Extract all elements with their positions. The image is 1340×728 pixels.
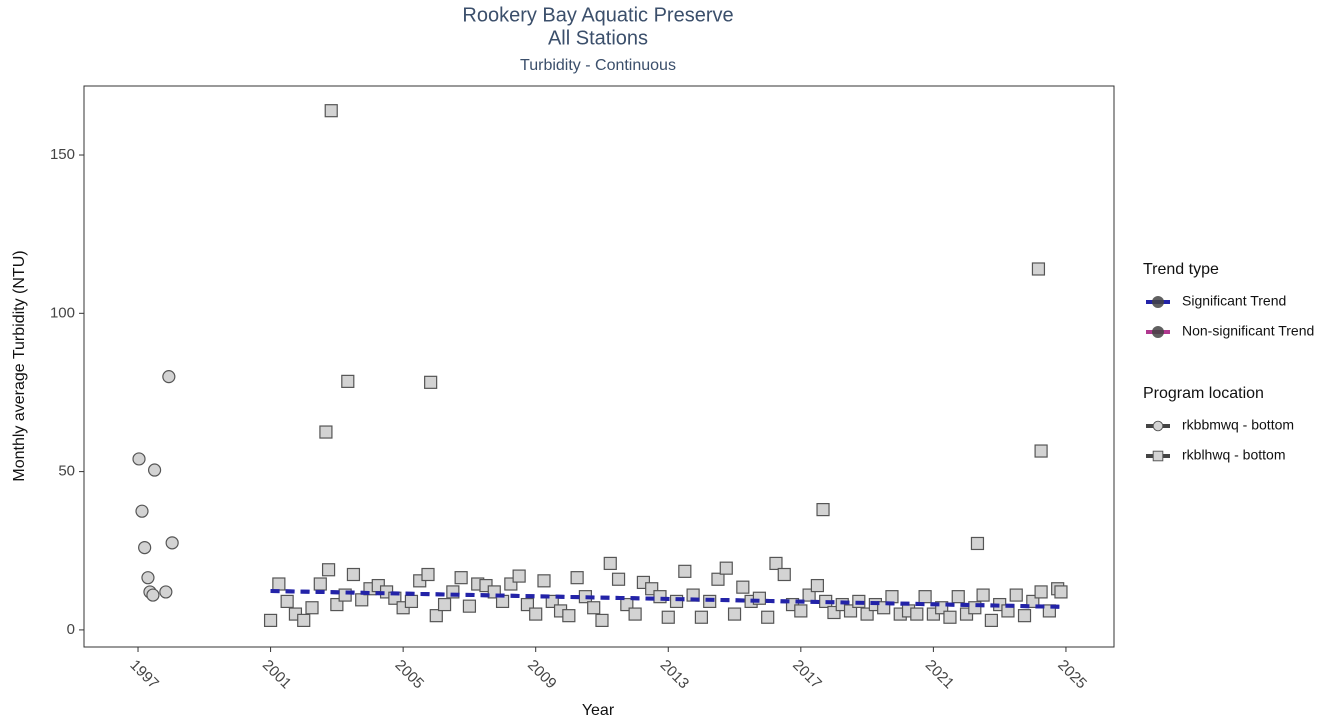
data-point	[885, 590, 899, 604]
legend-dot	[1152, 326, 1164, 338]
x-tick-label: 2017	[789, 657, 825, 693]
chart-title-line2: All Stations	[548, 27, 648, 49]
data-point	[761, 610, 775, 624]
legend-marker	[1152, 450, 1164, 462]
legend-label: Non-significant Trend	[1182, 323, 1314, 339]
data-point	[769, 556, 783, 571]
y-tick-label: 0	[67, 621, 75, 638]
x-tick-label: 2001	[259, 657, 295, 693]
data-point	[162, 370, 176, 384]
data-point	[404, 594, 419, 609]
legend-title: Program location	[1143, 385, 1264, 402]
data-point	[777, 567, 791, 582]
data-point	[678, 564, 692, 578]
legend-label: Significant Trend	[1182, 293, 1286, 309]
data-point	[421, 567, 435, 582]
legend-marker	[1152, 420, 1164, 432]
legend-label: rkbbmwq - bottom	[1182, 417, 1294, 433]
data-point	[1034, 444, 1048, 458]
x-axis-label: Year	[582, 702, 615, 719]
data-point	[816, 502, 830, 517]
data-point	[512, 569, 526, 583]
legend-label: rkblhwq - bottom	[1182, 447, 1285, 463]
data-point	[910, 607, 924, 621]
x-tick-label: 2025	[1054, 657, 1090, 693]
data-point	[970, 536, 985, 551]
data-point	[341, 374, 355, 388]
data-point	[355, 593, 369, 607]
data-point	[462, 599, 477, 613]
data-point	[146, 588, 160, 602]
data-point	[1034, 585, 1048, 599]
data-point	[570, 571, 584, 585]
data-point	[694, 610, 709, 624]
data-point	[603, 556, 617, 571]
data-point	[280, 594, 294, 609]
x-tick-label: 1997	[126, 657, 162, 693]
x-tick-label: 2009	[524, 657, 560, 693]
data-point	[297, 613, 311, 628]
data-point	[611, 572, 626, 586]
y-axis-label: Monthly average Turbidity (NTU)	[11, 250, 28, 481]
data-point	[324, 104, 338, 118]
data-point	[1017, 609, 1032, 623]
data-point	[346, 567, 361, 582]
data-point	[429, 609, 443, 623]
y-tick-label: 150	[50, 146, 75, 163]
data-point	[587, 601, 601, 615]
data-point	[1031, 262, 1046, 276]
legend-title: Trend type	[1143, 261, 1219, 278]
data-point	[1054, 585, 1068, 599]
data-point	[424, 375, 438, 389]
data-point	[272, 577, 286, 591]
data-point	[305, 601, 319, 615]
data-point	[313, 577, 327, 591]
data-point	[141, 571, 155, 585]
data-point	[711, 572, 725, 586]
legend-dot	[1152, 296, 1164, 308]
data-point	[135, 504, 149, 518]
x-tick-label: 2021	[922, 657, 958, 693]
data-point	[951, 590, 965, 604]
y-tick-label: 100	[50, 304, 75, 321]
data-point	[263, 613, 278, 628]
data-point	[529, 607, 543, 621]
data-point	[321, 563, 336, 577]
data-point	[984, 613, 998, 628]
data-point	[976, 588, 990, 602]
data-point	[794, 604, 808, 618]
data-point	[138, 540, 152, 555]
data-point	[454, 571, 468, 585]
data-point	[132, 452, 146, 466]
data-point	[719, 561, 733, 575]
trend-line-overlay	[270, 588, 1060, 609]
data-point	[1009, 588, 1023, 602]
data-point	[165, 536, 179, 550]
x-tick-label: 2013	[657, 657, 693, 693]
y-tick-label: 50	[58, 463, 75, 480]
data-point	[918, 590, 932, 604]
data-point	[319, 425, 333, 439]
data-point	[595, 613, 609, 628]
data-point	[810, 578, 824, 593]
chart-title: Rookery Bay Aquatic Preserve	[462, 4, 733, 26]
data-point	[727, 607, 742, 621]
data-point	[159, 585, 173, 599]
data-point	[437, 597, 452, 612]
data-point	[562, 609, 576, 623]
data-point	[628, 607, 642, 621]
data-point	[147, 463, 162, 477]
data-point	[661, 610, 675, 624]
data-point	[537, 574, 551, 588]
x-tick-label: 2005	[392, 657, 428, 693]
plot-frame	[83, 85, 1115, 648]
data-point	[943, 610, 957, 624]
chart-subtitle: Turbidity - Continuous	[520, 57, 676, 74]
data-point	[736, 580, 750, 594]
